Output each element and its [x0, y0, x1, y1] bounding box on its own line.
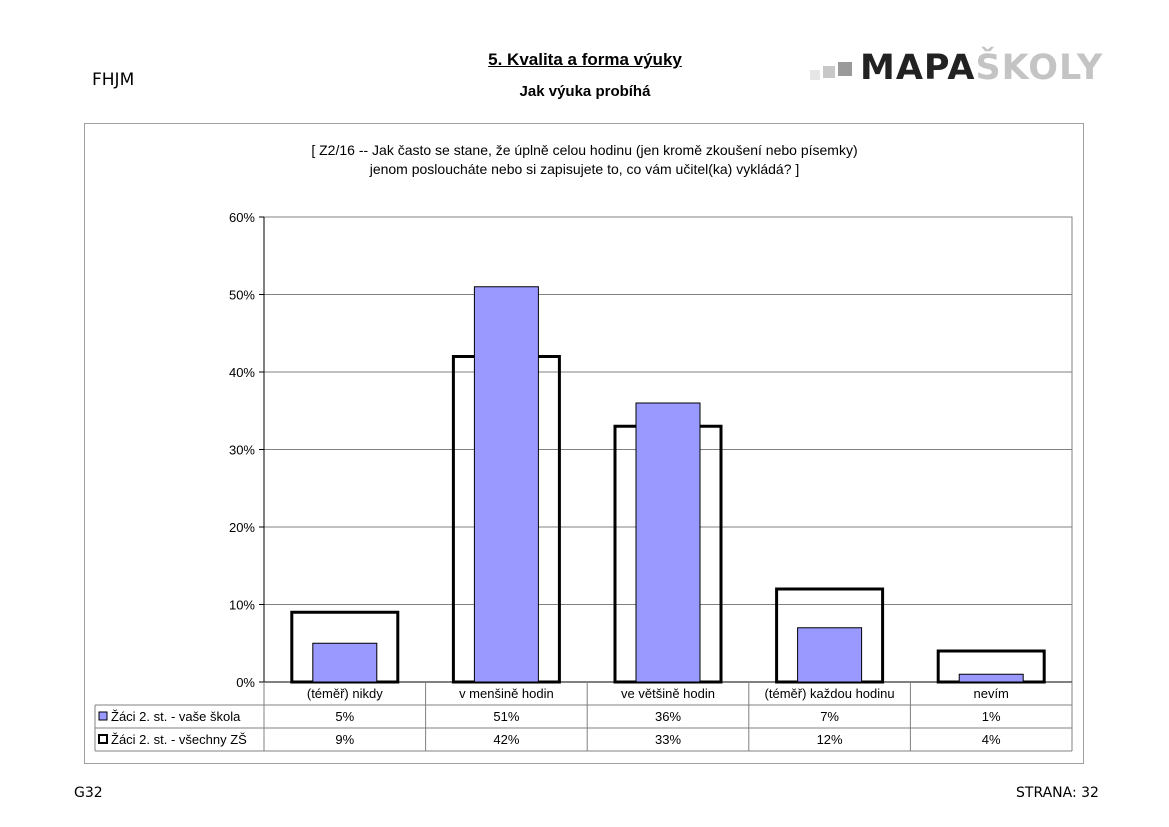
chart-question-line-2: jenom posloucháte nebo si zapisujete to,…: [369, 161, 800, 177]
chart-panel: [84, 123, 1084, 764]
y-tick-label: 60%: [229, 210, 255, 225]
legend-swatch: [98, 711, 108, 721]
bar-your-school: [473, 286, 539, 683]
y-tick-label: 50%: [229, 288, 255, 303]
chart-question: [ Z2/16 -- Jak často se stane, že úplně …: [0, 141, 1169, 179]
bar-your-school: [958, 673, 1024, 683]
data-table-value: 4%: [982, 732, 1001, 747]
legend-entry: Žáci 2. st. - všechny ZŠ: [111, 732, 247, 747]
bar-your-school: [312, 642, 378, 683]
y-tick-label: 10%: [229, 598, 255, 613]
bar-your-school: [635, 402, 701, 683]
data-table-value: 9%: [335, 732, 354, 747]
data-table-value: 1%: [982, 709, 1001, 724]
x-category-label: v menšině hodin: [459, 686, 554, 701]
chart-question-line-1: [ Z2/16 -- Jak často se stane, že úplně …: [311, 142, 858, 158]
page-subtitle: Jak výuka probíhá: [519, 83, 651, 100]
data-table-value: 42%: [493, 732, 519, 747]
x-category-label: (téměř) nikdy: [307, 686, 383, 701]
logo-text-skoly: ŠKOLY: [975, 48, 1104, 88]
data-table-value: 12%: [817, 732, 843, 747]
school-code: FHJM: [92, 70, 135, 90]
y-tick-label: 20%: [229, 520, 255, 535]
legend-entry: Žáci 2. st. - vaše škola: [111, 709, 241, 724]
footer-page-number: STRANA: 32: [1016, 785, 1099, 801]
logo-text-mapa: MAPA: [860, 48, 976, 88]
data-table-value: 5%: [335, 709, 354, 724]
data-table-value: 33%: [655, 732, 681, 747]
data-table-value: 7%: [820, 709, 839, 724]
y-tick-label: 40%: [229, 365, 255, 380]
x-category-label: (téměř) každou hodinu: [765, 686, 895, 701]
x-category-label: nevím: [973, 686, 1008, 701]
bar-your-school: [797, 627, 863, 683]
page-title: 5. Kvalita a forma výuky: [488, 50, 682, 69]
x-category-label: ve většině hodin: [621, 686, 715, 701]
data-table-value: 51%: [493, 709, 519, 724]
footer-code: G32: [74, 785, 103, 801]
data-table-value: 36%: [655, 709, 681, 724]
legend-swatch: [98, 734, 108, 744]
mapa-skoly-logo: MAPAŠKOLY: [810, 48, 1103, 88]
y-tick-label: 30%: [229, 443, 255, 458]
y-tick-label: 0%: [236, 675, 255, 690]
